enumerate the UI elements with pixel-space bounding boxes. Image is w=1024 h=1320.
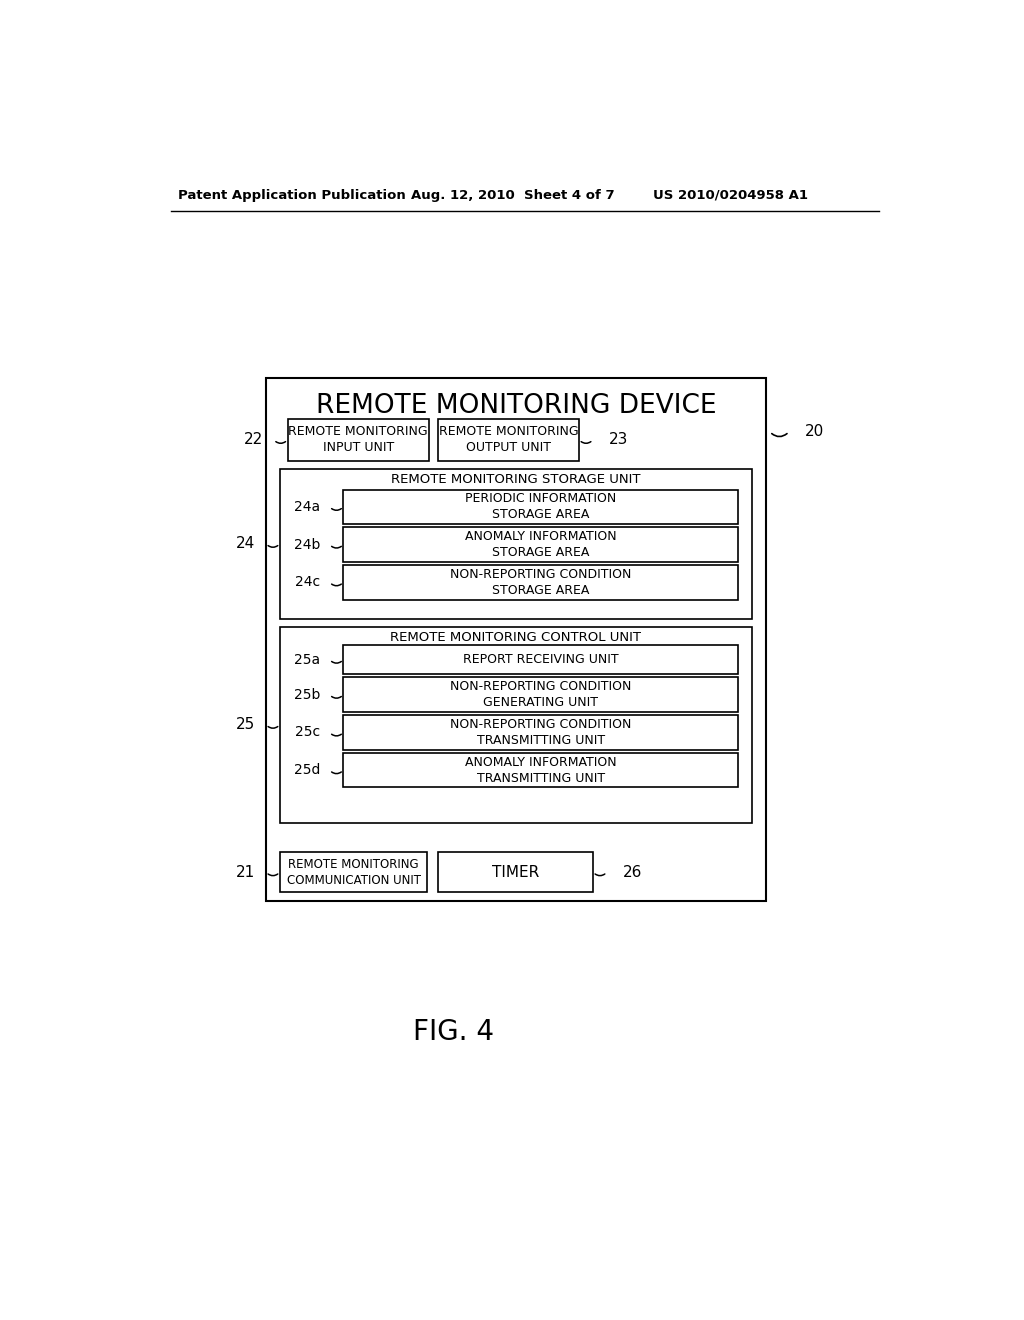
Text: REMOTE MONITORING
INPUT UNIT: REMOTE MONITORING INPUT UNIT	[289, 425, 428, 454]
Text: 25a: 25a	[294, 652, 321, 667]
Bar	[280, 469, 752, 619]
Text: 24a: 24a	[294, 500, 321, 513]
Text: Patent Application Publication: Patent Application Publication	[178, 189, 407, 202]
Text: 21: 21	[236, 865, 255, 879]
Text: NON-REPORTING CONDITION
GENERATING UNIT: NON-REPORTING CONDITION GENERATING UNIT	[450, 680, 632, 709]
Text: REMOTE MONITORING CONTROL UNIT: REMOTE MONITORING CONTROL UNIT	[390, 631, 641, 644]
Bar	[280, 627, 752, 822]
Bar	[343, 527, 738, 562]
Text: REMOTE MONITORING
COMMUNICATION UNIT: REMOTE MONITORING COMMUNICATION UNIT	[287, 858, 421, 887]
Bar	[266, 378, 766, 902]
Bar	[343, 565, 738, 599]
Text: 24: 24	[236, 536, 255, 552]
Bar	[438, 418, 579, 461]
Text: 24b: 24b	[294, 537, 321, 552]
Text: NON-REPORTING CONDITION
TRANSMITTING UNIT: NON-REPORTING CONDITION TRANSMITTING UNI…	[450, 718, 632, 747]
Bar	[343, 645, 738, 675]
Text: 23: 23	[608, 433, 628, 447]
Text: REMOTE MONITORING STORAGE UNIT: REMOTE MONITORING STORAGE UNIT	[391, 473, 641, 486]
Bar	[288, 418, 429, 461]
Text: PERIODIC INFORMATION
STORAGE AREA: PERIODIC INFORMATION STORAGE AREA	[465, 492, 616, 521]
Text: 25d: 25d	[294, 763, 321, 777]
Text: REPORT RECEIVING UNIT: REPORT RECEIVING UNIT	[463, 653, 618, 667]
Text: ANOMALY INFORMATION
STORAGE AREA: ANOMALY INFORMATION STORAGE AREA	[465, 531, 616, 560]
Text: 25: 25	[236, 717, 255, 733]
Text: FIG. 4: FIG. 4	[413, 1018, 494, 1047]
Text: ANOMALY INFORMATION
TRANSMITTING UNIT: ANOMALY INFORMATION TRANSMITTING UNIT	[465, 755, 616, 784]
Text: NON-REPORTING CONDITION
STORAGE AREA: NON-REPORTING CONDITION STORAGE AREA	[450, 568, 632, 597]
Text: 26: 26	[623, 865, 642, 879]
Bar	[343, 490, 738, 524]
Text: 25b: 25b	[294, 688, 321, 702]
Bar	[343, 752, 738, 788]
Text: REMOTE MONITORING DEVICE: REMOTE MONITORING DEVICE	[315, 392, 716, 418]
Bar	[438, 853, 593, 892]
Text: 24c: 24c	[295, 576, 321, 589]
Text: TIMER: TIMER	[492, 865, 539, 879]
Text: US 2010/0204958 A1: US 2010/0204958 A1	[653, 189, 809, 202]
Text: 25c: 25c	[295, 726, 321, 739]
Bar	[343, 715, 738, 750]
Bar	[343, 677, 738, 711]
Bar	[280, 853, 427, 892]
Text: 20: 20	[805, 424, 824, 440]
Text: 22: 22	[244, 433, 263, 447]
Text: REMOTE MONITORING
OUTPUT UNIT: REMOTE MONITORING OUTPUT UNIT	[438, 425, 579, 454]
Text: Aug. 12, 2010  Sheet 4 of 7: Aug. 12, 2010 Sheet 4 of 7	[411, 189, 614, 202]
